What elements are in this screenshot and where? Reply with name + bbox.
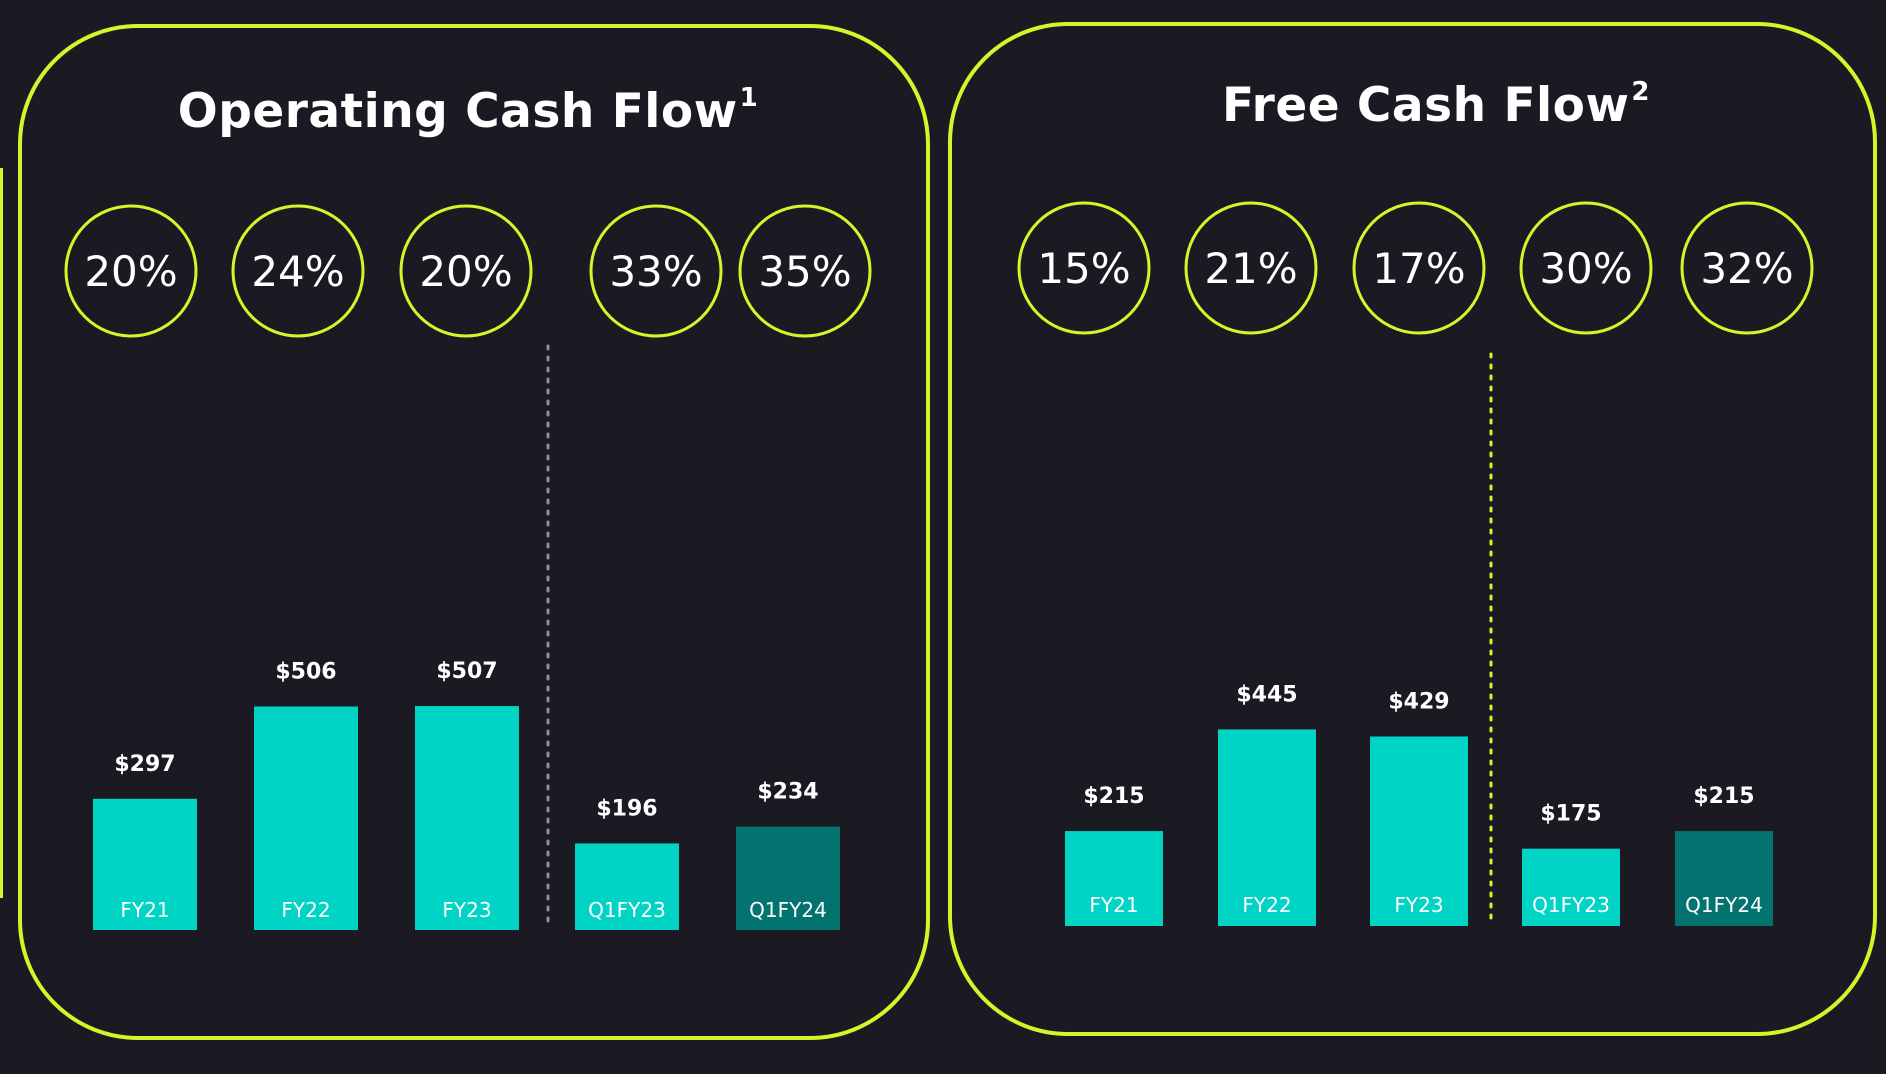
fcf-value-label-2: $429 — [1388, 690, 1449, 715]
fcf-category-label-2: FY23 — [1394, 893, 1443, 917]
fcf-category-label-1: FY22 — [1242, 893, 1291, 917]
ocf-value-label-0: $297 — [114, 752, 175, 777]
ocf-margin-circle-4 — [738, 204, 872, 338]
ocf-bar-fy22 — [254, 706, 358, 930]
fcf-margin-circle-1 — [1184, 201, 1318, 335]
fcf-margin-label-0: 15% — [1037, 244, 1130, 293]
free-cash-flow-title-text: Free Cash Flow — [1222, 78, 1630, 133]
ocf-category-label-1: FY22 — [281, 898, 330, 922]
ocf-margin-circle-2 — [399, 204, 533, 338]
operating-cash-flow-footnote: 1 — [739, 83, 759, 114]
fcf-value-label-0: $215 — [1083, 784, 1144, 809]
ocf-margin-label-1: 24% — [251, 247, 344, 296]
ocf-margin-label-0: 20% — [84, 247, 177, 296]
fcf-margin-label-3: 30% — [1539, 244, 1632, 293]
left-edge-line — [0, 168, 3, 898]
free-cash-flow-panel — [948, 22, 1877, 1036]
free-cash-flow-title: Free Cash Flow2 — [1222, 77, 1650, 133]
operating-cash-flow-title-text: Operating Cash Flow — [177, 84, 738, 139]
ocf-category-label-0: FY21 — [120, 898, 169, 922]
ocf-value-label-3: $196 — [596, 796, 657, 821]
ocf-category-label-3: Q1FY23 — [588, 898, 666, 922]
fcf-margin-circle-2 — [1352, 201, 1486, 335]
ocf-margin-label-2: 20% — [419, 247, 512, 296]
fcf-bar-fy23 — [1370, 736, 1468, 926]
ocf-bar-fy21 — [93, 798, 197, 930]
fcf-category-label-0: FY21 — [1089, 893, 1138, 917]
ocf-value-label-4: $234 — [757, 780, 818, 805]
fcf-bar-fy21 — [1065, 831, 1163, 926]
ocf-margin-circle-0 — [64, 204, 198, 338]
fcf-bar-fy22 — [1218, 729, 1316, 926]
fcf-category-label-4: Q1FY24 — [1685, 893, 1763, 917]
fcf-margin-label-4: 32% — [1700, 244, 1793, 293]
fcf-category-label-3: Q1FY23 — [1532, 893, 1610, 917]
fcf-margin-circle-0 — [1017, 201, 1151, 335]
fcf-margin-circle-3 — [1519, 201, 1653, 335]
fcf-value-label-1: $445 — [1236, 682, 1297, 707]
ocf-margin-circle-1 — [231, 204, 365, 338]
ocf-value-label-2: $507 — [436, 659, 497, 684]
ocf-value-label-1: $506 — [275, 659, 336, 684]
fcf-margin-circle-4 — [1680, 201, 1814, 335]
operating-cash-flow-panel — [18, 24, 930, 1040]
free-cash-flow-footnote: 2 — [1631, 77, 1650, 108]
ocf-bar-fy23 — [415, 706, 519, 930]
operating-cash-flow-title: Operating Cash Flow1 — [177, 83, 759, 139]
ocf-category-label-2: FY23 — [442, 898, 491, 922]
fcf-bar-q1fy23 — [1522, 848, 1620, 926]
ocf-margin-label-3: 33% — [609, 247, 702, 296]
ocf-margin-circle-3 — [589, 204, 723, 338]
fcf-margin-label-2: 17% — [1372, 244, 1465, 293]
ocf-bar-q1fy24 — [736, 826, 840, 930]
fcf-value-label-3: $175 — [1540, 802, 1601, 827]
fcf-margin-label-1: 21% — [1204, 244, 1297, 293]
fcf-value-label-4: $215 — [1693, 784, 1754, 809]
ocf-category-label-4: Q1FY24 — [749, 898, 827, 922]
fcf-bar-q1fy24 — [1675, 831, 1773, 926]
ocf-bar-q1fy23 — [575, 843, 679, 930]
ocf-margin-label-4: 35% — [758, 247, 851, 296]
